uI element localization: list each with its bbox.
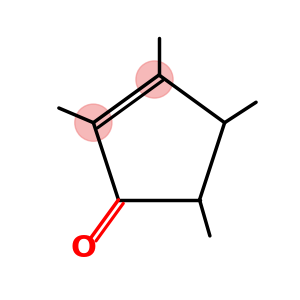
Circle shape <box>136 61 173 98</box>
Text: O: O <box>70 234 96 263</box>
Circle shape <box>75 104 112 141</box>
